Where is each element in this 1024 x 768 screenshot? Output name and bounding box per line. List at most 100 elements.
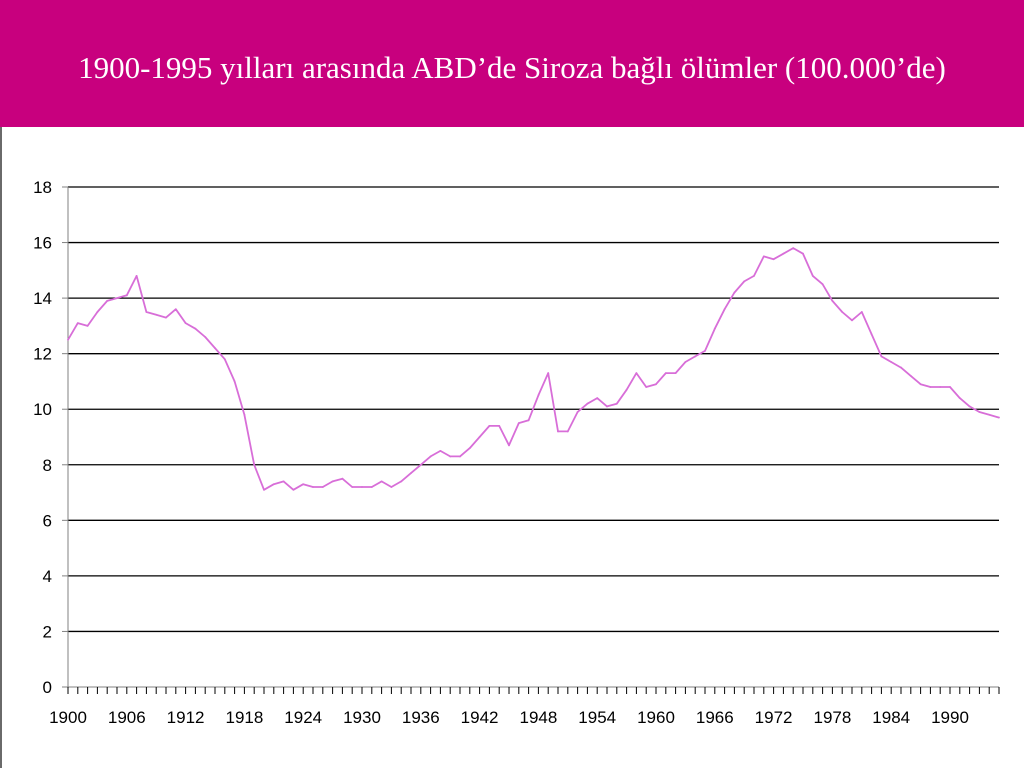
data-point-1975 [802,252,804,255]
y-tick-label-16: 16 [33,234,52,253]
data-point-1993 [978,411,981,413]
data-point-1920 [263,488,265,491]
y-axis-tick-labels: 0 2 4 6 8 10 12 14 16 18 [33,178,52,697]
data-point-1940 [459,455,461,458]
page-title: 1900-1995 yılları arasında ABD’de Siroza… [78,50,946,85]
data-point-1943 [488,424,491,427]
data-point-1958 [635,372,638,375]
data-point-1986 [909,374,912,377]
data-point-1952 [576,411,579,413]
data-point-1989 [939,386,942,388]
data-point-1971 [762,255,765,258]
x-tick-label-1984: 1984 [872,708,910,727]
y-tick-label-14: 14 [33,289,52,308]
data-point-1927 [331,480,334,483]
data-point-1981 [860,311,863,313]
data-point-1918 [243,413,246,416]
data-point-1931 [370,486,373,488]
x-tick-label-1972: 1972 [755,708,793,727]
data-point-1947 [527,419,530,422]
y-tick-label-8: 8 [43,456,52,475]
data-point-1925 [312,486,314,488]
data-point-1914 [204,336,207,338]
data-point-1936 [419,463,422,466]
data-point-1961 [664,372,667,375]
data-point-1916 [223,358,226,361]
grid-lines [68,186,999,633]
data-point-1994 [988,413,991,416]
data-point-1956 [615,402,618,405]
x-tick-label-1978: 1978 [813,708,851,727]
data-point-1969 [743,280,746,283]
data-point-1954 [596,397,599,400]
data-point-1930 [361,486,363,488]
data-point-1950 [557,430,559,433]
y-tick-label-12: 12 [33,345,52,364]
data-point-1909 [155,313,158,316]
data-point-1933 [390,486,393,488]
data-point-1913 [194,327,197,330]
data-point-1951 [566,430,569,433]
data-point-1902 [86,324,89,327]
data-point-1900 [67,338,69,341]
data-point-1960 [655,383,657,386]
data-point-1995 [998,416,1000,419]
data-point-1935 [410,472,412,475]
data-point-1901 [76,322,79,325]
x-tick-label-1942: 1942 [461,708,499,727]
data-point-1991 [958,397,961,400]
series-line-0 [67,247,1000,491]
x-axis-ticks [67,687,1000,694]
data-point-1919 [253,463,256,466]
data-point-1980 [851,319,853,322]
data-point-1992 [968,405,971,408]
y-tick-label-4: 4 [43,567,52,586]
data-point-1911 [174,308,177,311]
data-point-1949 [547,372,550,375]
x-tick-label-1960: 1960 [637,708,675,727]
y-tick-label-6: 6 [43,511,52,530]
data-point-1907 [135,274,138,277]
data-point-1912 [184,322,187,325]
data-point-1972 [772,258,775,261]
data-point-1939 [449,455,452,458]
data-point-1965 [704,349,706,352]
data-point-1928 [341,477,344,480]
data-point-1968 [733,291,736,294]
data-point-1990 [949,386,951,388]
axes [62,186,999,688]
data-point-1932 [380,480,383,483]
data-point-1905 [116,297,118,300]
x-tick-label-1954: 1954 [578,708,616,727]
data-point-1926 [321,486,324,488]
data-point-1979 [841,311,844,313]
y-tick-label-18: 18 [33,178,52,197]
x-tick-label-1924: 1924 [284,708,322,727]
data-point-1984 [890,361,893,363]
data-point-1978 [831,299,834,302]
data-point-1944 [498,424,501,427]
data-point-1967 [723,308,726,311]
data-point-1948 [537,394,540,397]
y-tick-label-10: 10 [33,400,52,419]
data-point-1942 [478,436,481,438]
data-point-1937 [429,455,432,458]
data-point-1941 [468,447,471,450]
x-tick-label-1948: 1948 [519,708,557,727]
data-point-1908 [145,311,148,313]
data-point-1973 [782,252,785,255]
left-edge-rule [0,127,2,768]
x-tick-label-1900: 1900 [49,708,87,727]
data-point-1953 [586,402,589,405]
x-tick-label-1906: 1906 [108,708,146,727]
data-point-1966 [713,327,716,330]
data-point-1970 [753,274,755,277]
data-point-1976 [811,274,814,277]
data-point-1903 [96,311,99,313]
data-point-1921 [272,483,275,486]
data-point-1988 [929,386,932,388]
data-point-1929 [351,486,354,488]
data-point-1946 [517,422,520,425]
data-point-1945 [508,444,510,447]
data-point-1924 [302,483,305,486]
